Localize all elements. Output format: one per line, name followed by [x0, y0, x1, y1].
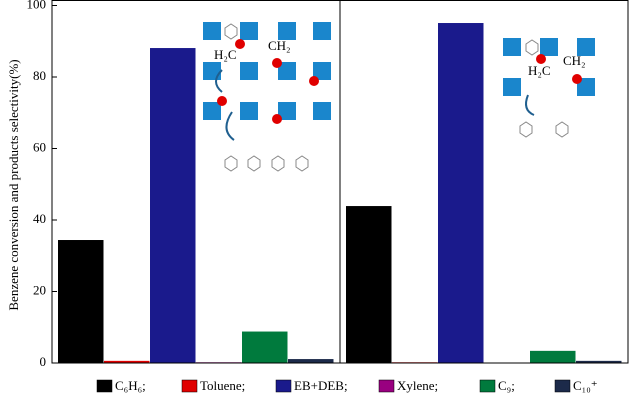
legend-label: C₆H₆; [115, 378, 146, 393]
legend-swatch [276, 380, 291, 392]
y-tick-label: 20 [33, 282, 46, 297]
legend-label: C₁₀⁺ [573, 378, 598, 393]
y-tick-label: 100 [27, 0, 47, 11]
annotation: CH₂ [268, 38, 291, 53]
legend-label: Xylene; [397, 378, 438, 393]
legend-swatch [480, 380, 495, 392]
y-tick-label: 40 [33, 211, 46, 226]
y-axis-label: Benzene conversion and products selectiv… [6, 59, 21, 310]
legend-swatch [379, 380, 394, 392]
y-tick-label: 80 [33, 68, 46, 83]
legend-label: EB+DEB; [294, 378, 348, 393]
bar [346, 206, 392, 363]
annotation: CH₂ [563, 53, 586, 68]
y-tick-label: 60 [33, 139, 46, 154]
annotation: H₂C [528, 63, 551, 78]
bar [242, 332, 288, 363]
bar [530, 351, 576, 363]
bar [288, 359, 334, 363]
bar [438, 23, 484, 363]
legend-swatch [555, 380, 570, 392]
legend-swatch [182, 380, 197, 392]
legend-swatch [97, 380, 112, 392]
legend-label: C₉; [498, 378, 515, 393]
insets [203, 22, 595, 171]
bar [58, 240, 104, 363]
y-tick-label: 0 [40, 354, 47, 369]
annotation: H₂C [214, 47, 237, 62]
bar [150, 48, 196, 363]
legend-label: Toluene; [200, 378, 245, 393]
